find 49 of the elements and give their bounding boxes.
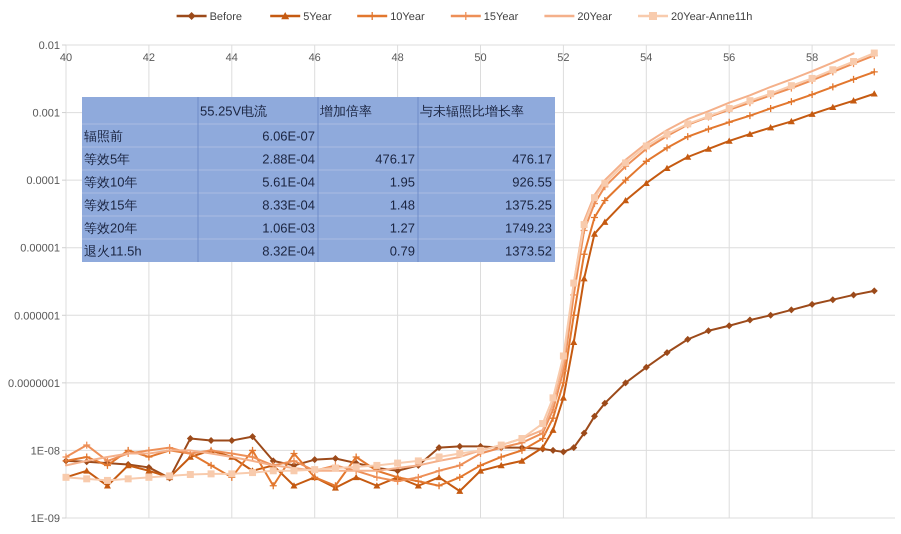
x-tick-label: 40 xyxy=(60,52,72,64)
annotation: 55.25V电流 xyxy=(200,104,268,118)
annotation: 与未辐照比增长率 xyxy=(420,104,524,118)
y-tick-label: 0.01 xyxy=(38,40,60,52)
annotation: 增加倍率 xyxy=(319,104,372,118)
annotation: 1375.25 xyxy=(505,198,552,212)
x-tick-label: 54 xyxy=(640,52,652,64)
annotation: 926.55 xyxy=(512,174,552,190)
annotation: 1373.52 xyxy=(505,244,552,258)
annotation: 476.17 xyxy=(375,152,415,166)
x-tick-label: 48 xyxy=(391,52,404,64)
legend-label: 20Year-Anne11h xyxy=(671,11,752,23)
annotation: 476.17 xyxy=(512,152,552,166)
legend-label: 15Year xyxy=(484,11,519,23)
x-tick-label: 50 xyxy=(474,52,487,64)
annotation: 等效15年 xyxy=(84,198,138,212)
y-tick-label: 0.000001 xyxy=(14,310,60,322)
annotation: 2.88E-04 xyxy=(262,152,315,166)
x-tick-label: 58 xyxy=(806,52,818,64)
legend-label: Before xyxy=(210,11,242,23)
y-tick-label: 0.0000001 xyxy=(8,378,60,390)
x-tick-label: 46 xyxy=(308,52,321,64)
annotation: 辐照前 xyxy=(84,128,123,144)
x-tick-label: 56 xyxy=(723,52,736,64)
legend-label: 5Year xyxy=(303,11,332,23)
y-tick-label: 1E-08 xyxy=(30,445,60,458)
annotation: 0.79 xyxy=(390,244,415,258)
annotation: 退火11.5h xyxy=(84,244,142,258)
y-tick-label: 0.00001 xyxy=(20,242,60,255)
annotation: 1.27 xyxy=(390,220,415,236)
x-tick-label: 42 xyxy=(142,52,156,64)
legend-label: 10Year xyxy=(390,11,425,23)
x-tick-label: 44 xyxy=(226,52,238,64)
y-tick-label: 0.0001 xyxy=(26,175,60,188)
annotation: 1.95 xyxy=(390,174,415,190)
annotation: 1.48 xyxy=(390,198,415,212)
annotation: 1749.23 xyxy=(505,220,552,236)
annotation: 8.32E-04 xyxy=(262,244,315,258)
annotation: 1.06E-03 xyxy=(262,220,315,236)
annotation: 等效5年 xyxy=(84,152,130,166)
y-tick-label: 1E-09 xyxy=(30,513,60,525)
annotation: 5.61E-04 xyxy=(262,174,315,190)
annotation: 8.33E-04 xyxy=(262,198,315,212)
legend-label: 20Year xyxy=(577,11,612,23)
annotation: 6.06E-07 xyxy=(262,128,315,144)
annotation: 等效10年 xyxy=(84,174,138,190)
x-tick-label: 52 xyxy=(557,52,570,64)
annotation: 等效20年 xyxy=(84,220,138,236)
y-tick-label: 0.001 xyxy=(32,108,60,120)
